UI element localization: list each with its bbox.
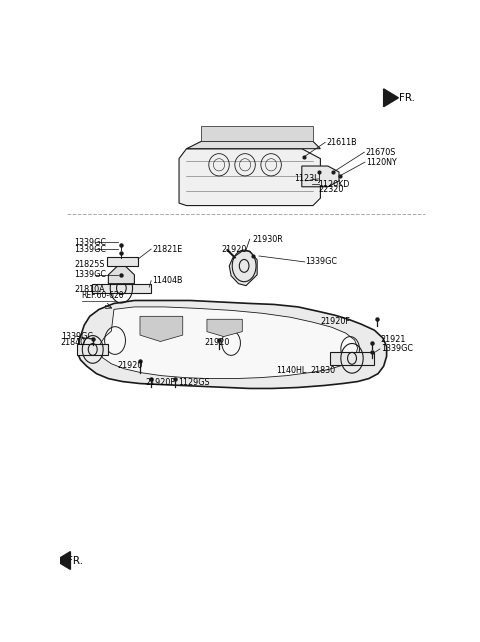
Polygon shape (302, 166, 339, 187)
Polygon shape (202, 126, 313, 141)
Text: 21830: 21830 (310, 366, 335, 375)
Text: 1339GC: 1339GC (74, 270, 106, 279)
Text: 1123LJ: 1123LJ (294, 175, 321, 184)
Text: 21821E: 21821E (152, 245, 182, 254)
Text: 21921: 21921 (381, 334, 406, 343)
Polygon shape (77, 344, 108, 355)
Text: 1129GS: 1129GS (178, 378, 210, 387)
Text: 21920: 21920 (222, 245, 247, 254)
Text: 21810A: 21810A (74, 285, 105, 294)
Polygon shape (92, 284, 151, 293)
Polygon shape (384, 89, 398, 107)
Text: 21920F: 21920F (321, 317, 350, 325)
Text: 1339GC: 1339GC (305, 257, 337, 266)
Text: FR.: FR. (398, 93, 415, 103)
Text: 21825S: 21825S (74, 261, 105, 270)
Polygon shape (140, 317, 183, 342)
Text: 11404B: 11404B (152, 276, 183, 285)
Text: 21930R: 21930R (252, 235, 284, 244)
Polygon shape (330, 352, 374, 365)
Polygon shape (229, 251, 257, 286)
Text: 1339GC: 1339GC (61, 331, 93, 340)
Polygon shape (207, 319, 242, 336)
Text: 1120NY: 1120NY (366, 157, 396, 166)
Polygon shape (78, 300, 386, 388)
Text: 1339GC: 1339GC (74, 245, 106, 254)
Polygon shape (107, 257, 138, 266)
Polygon shape (186, 141, 321, 149)
Polygon shape (179, 149, 321, 205)
Text: 22320: 22320 (319, 186, 344, 195)
Polygon shape (108, 266, 134, 284)
Text: 21920: 21920 (117, 361, 143, 370)
Text: 1140HL: 1140HL (276, 366, 306, 375)
Polygon shape (56, 551, 71, 569)
Text: 1339GC: 1339GC (381, 344, 413, 354)
Text: 21920: 21920 (204, 338, 230, 347)
Text: 1120KD: 1120KD (319, 180, 350, 189)
Text: FR.: FR. (67, 555, 83, 566)
Polygon shape (99, 307, 358, 379)
Text: 21840: 21840 (61, 338, 86, 347)
Text: 21670S: 21670S (365, 148, 396, 157)
Text: 1339GC: 1339GC (74, 238, 106, 247)
Text: 21920F: 21920F (145, 378, 175, 387)
Text: 21611B: 21611B (326, 138, 357, 147)
Text: REF.60-620: REF.60-620 (82, 291, 124, 300)
